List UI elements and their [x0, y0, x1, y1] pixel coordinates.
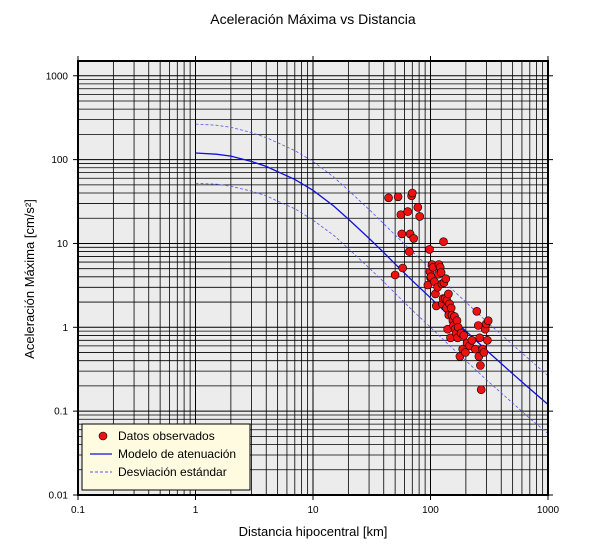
x-tick-label: 1	[193, 505, 199, 516]
data-point	[441, 274, 451, 284]
data-point	[398, 263, 408, 273]
legend: Datos observados Modelo de atenuación Desv…	[81, 423, 251, 491]
data-point	[404, 247, 414, 256]
data-point	[470, 344, 480, 354]
x-axis-title: Distancia hipocentral [km]	[239, 524, 388, 539]
legend-box	[81, 423, 251, 491]
data-point	[384, 193, 393, 203]
data-point	[415, 212, 425, 221]
legend-label: Datos observados	[118, 429, 215, 443]
y-tick-label: 1000	[46, 71, 69, 82]
data-point	[483, 335, 492, 345]
data-point	[476, 361, 485, 370]
y-tick-label: 100	[51, 155, 68, 166]
legend-items: Datos observados Modelo de atenuación Desv…	[90, 429, 236, 479]
deviation-curve-3	[195, 183, 549, 434]
series-layer	[195, 123, 549, 434]
x-tick-label: 0.1	[71, 505, 85, 516]
data-point	[436, 268, 446, 277]
y-tick-label: 0.1	[54, 407, 68, 418]
data-point	[403, 207, 413, 216]
legend-label: Desviación estándar	[118, 465, 227, 479]
data-point	[397, 229, 407, 239]
data-point	[476, 385, 486, 395]
data-point	[472, 306, 482, 316]
points-layer	[384, 188, 493, 395]
data-point	[467, 335, 477, 345]
data-point	[459, 331, 469, 340]
chart-title: Aceleración Máxima vs Distancia	[210, 11, 416, 27]
y-tick-label: 0.01	[49, 491, 69, 502]
y-axis-title: Aceleración Máxima [cm/s²]	[22, 199, 37, 359]
grid	[77, 61, 549, 496]
data-point	[413, 203, 423, 212]
x-tick-label: 10	[307, 505, 319, 516]
data-point	[475, 333, 485, 343]
data-point	[446, 303, 456, 313]
data-point	[461, 348, 470, 357]
x-tick-label: 1000	[537, 505, 560, 516]
data-point	[393, 192, 403, 202]
data-point	[483, 316, 493, 326]
legend-label: Modelo de atenuación	[118, 447, 236, 461]
model-curve	[195, 152, 549, 405]
data-point	[479, 348, 489, 357]
data-point	[439, 237, 448, 246]
data-point	[444, 289, 453, 299]
data-point	[390, 270, 400, 280]
deviation-curve-2	[195, 123, 549, 377]
y-tick-label: 1	[62, 323, 68, 334]
data-point	[425, 245, 434, 254]
legend-marker-points	[98, 431, 108, 441]
data-point	[407, 188, 417, 198]
data-point	[409, 234, 419, 243]
y-tick-label: 10	[57, 239, 69, 250]
x-tick-label: 100	[422, 505, 439, 516]
